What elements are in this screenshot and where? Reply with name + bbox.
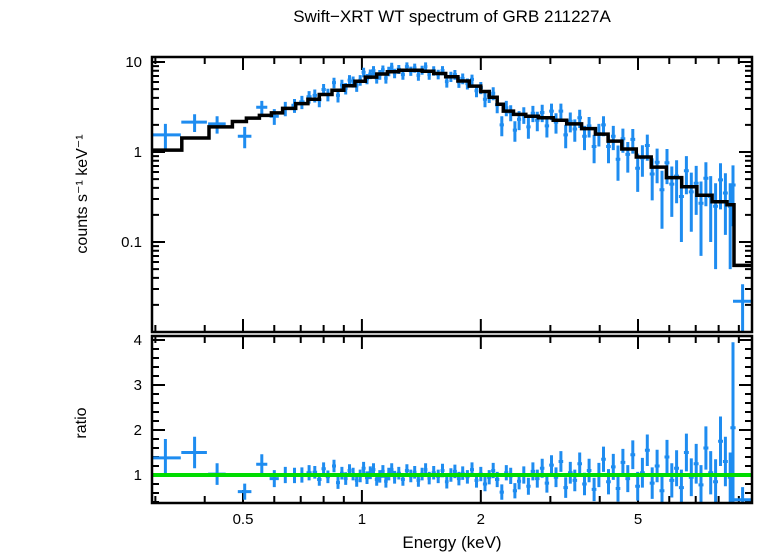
x-tick-label: 0.5 xyxy=(233,511,254,528)
y-tick-label-counts: 1 xyxy=(134,144,142,161)
ratio-data-points xyxy=(152,342,752,503)
x-tick-label: 5 xyxy=(634,511,642,528)
y-tick-label-counts: 10 xyxy=(125,54,142,71)
y-tick-label-ratio: 3 xyxy=(134,377,142,394)
spectrum-data-points xyxy=(152,62,752,332)
ratio-panel-frame xyxy=(150,334,754,505)
y-tick-label-counts: 0.1 xyxy=(121,234,142,251)
model-line xyxy=(152,68,752,268)
y-tick-label-ratio: 1 xyxy=(134,467,142,484)
y-axis-label-ratio: ratio xyxy=(73,407,90,439)
axis-ticks xyxy=(152,57,752,503)
y-tick-label-ratio: 4 xyxy=(134,332,142,349)
x-tick-label: 2 xyxy=(477,511,485,528)
x-tick-label: 1 xyxy=(358,511,366,528)
chart-title: Swift−XRT WT spectrum of GRB 211227A xyxy=(293,7,611,26)
x-axis-label: Energy (keV) xyxy=(402,533,502,552)
tick-labels: 0.5 1 2 5 10 1 0.1 1 2 3 4 xyxy=(121,54,642,528)
spectrum-panel-frame xyxy=(150,55,754,334)
y-axis-label-counts: counts s⁻¹ keV⁻¹ xyxy=(74,134,91,254)
y-tick-label-ratio: 2 xyxy=(134,422,142,439)
